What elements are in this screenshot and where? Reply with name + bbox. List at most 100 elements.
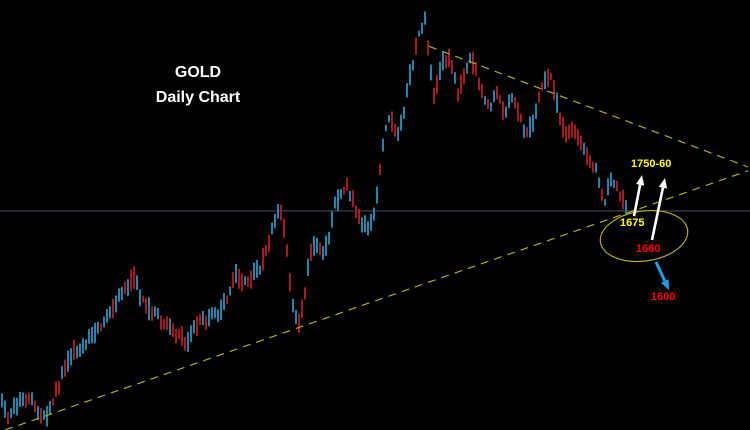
up-target-arrow-2[interactable] (650, 178, 668, 241)
candle-bar (319, 242, 321, 256)
candle-bar (235, 264, 237, 283)
candle-bar (130, 269, 132, 292)
candle-bar (412, 59, 414, 71)
candle-bar (202, 311, 204, 325)
candle-bar (136, 275, 138, 290)
candle-bar (7, 411, 9, 425)
candle-bar (508, 94, 510, 109)
candle-bar (532, 114, 534, 132)
label-ellipse-level[interactable]: 1660 (636, 243, 661, 255)
candle-bar (43, 410, 45, 420)
candle-bar (172, 323, 174, 338)
candle-bar (193, 320, 195, 334)
candle-bar (430, 64, 432, 81)
label-breakdown-target[interactable]: 1600 (651, 291, 676, 303)
candle-bar (385, 124, 387, 132)
candle-bar (529, 116, 531, 138)
candle-bar (160, 315, 162, 330)
candle-bar (4, 400, 6, 418)
candle-bar (613, 179, 615, 188)
candle-bar (127, 279, 129, 296)
candle-bar (310, 243, 312, 261)
up-target-arrow-1[interactable] (632, 175, 645, 217)
descending-resistance-trendline[interactable] (428, 45, 749, 168)
candle-bar (331, 211, 333, 228)
candle-bar (403, 106, 405, 119)
candle-bar (187, 331, 189, 352)
candle-bar (205, 315, 207, 330)
candle-bar (493, 90, 495, 103)
candle-bar (352, 190, 354, 208)
candle-bar (256, 259, 258, 278)
candle-bar (514, 97, 516, 109)
candle-bar (217, 309, 219, 322)
candle-bar (391, 111, 393, 132)
candle-bar (328, 231, 330, 245)
candle-bar (421, 22, 423, 34)
candle-bar (223, 293, 225, 311)
down-breakdown-arrow[interactable] (654, 261, 669, 290)
candle-bar (283, 218, 285, 238)
candle-bar (394, 123, 396, 137)
candle-bar (67, 350, 69, 372)
candle-bar (445, 55, 447, 69)
candle-bar (340, 188, 342, 199)
candle-bar (466, 62, 468, 74)
ascending-support-trendline[interactable] (4, 170, 749, 430)
candle-bar (526, 127, 528, 138)
candle-bar (298, 314, 300, 333)
candle-bar (211, 307, 213, 320)
candle-bar (52, 398, 54, 406)
candle-bar (271, 222, 273, 235)
candle-bar (265, 245, 267, 257)
candle-bar (73, 339, 75, 360)
candle-bar (457, 88, 459, 102)
candle-bar (103, 316, 105, 328)
label-resistance-target[interactable]: 1750-60 (631, 158, 672, 170)
candle-bar (451, 60, 453, 75)
candle-bar (568, 124, 570, 140)
candle-bar (610, 172, 612, 187)
candle-bar (46, 406, 48, 427)
candle-bar (523, 124, 525, 138)
candle-bar (475, 61, 477, 76)
candle-bar (142, 295, 144, 303)
candle-bar (559, 112, 561, 125)
candle-bar (316, 237, 318, 254)
candle-bar (373, 207, 375, 221)
candle-bar (241, 273, 243, 292)
candle-bar (619, 191, 621, 202)
candle-bar (589, 155, 591, 168)
candle-bar (97, 322, 99, 334)
candle-bar (376, 186, 378, 204)
candle-bar (259, 265, 261, 275)
candle-bar (478, 77, 480, 91)
candle-bar (499, 95, 501, 104)
candle-bar (562, 117, 564, 138)
candle-bar (247, 276, 249, 287)
candle-bar (565, 126, 567, 143)
candle-bar (238, 268, 240, 289)
candle-bar (28, 392, 30, 405)
candle-bar (289, 273, 291, 292)
highlight-ellipse[interactable] (597, 205, 691, 267)
candle-bar (295, 310, 297, 324)
candle-bar (406, 83, 408, 98)
candle-bar (40, 407, 42, 424)
candle-bar (25, 393, 27, 408)
candle-bar (58, 380, 60, 395)
candle-bar (598, 177, 600, 188)
candle-bar (232, 272, 234, 288)
candle-bar (85, 339, 87, 351)
label-support-level[interactable]: 1675 (620, 217, 645, 229)
candle-bar (13, 397, 15, 415)
candle-bar (253, 262, 255, 281)
candle-bar (70, 348, 72, 366)
candle-bar (181, 325, 183, 346)
candle-bar (556, 92, 558, 113)
candle-bar (163, 318, 165, 330)
candle-bar (541, 82, 543, 91)
candle-bar (547, 68, 549, 87)
candle-bar (550, 73, 552, 80)
candle-bar (325, 235, 327, 256)
